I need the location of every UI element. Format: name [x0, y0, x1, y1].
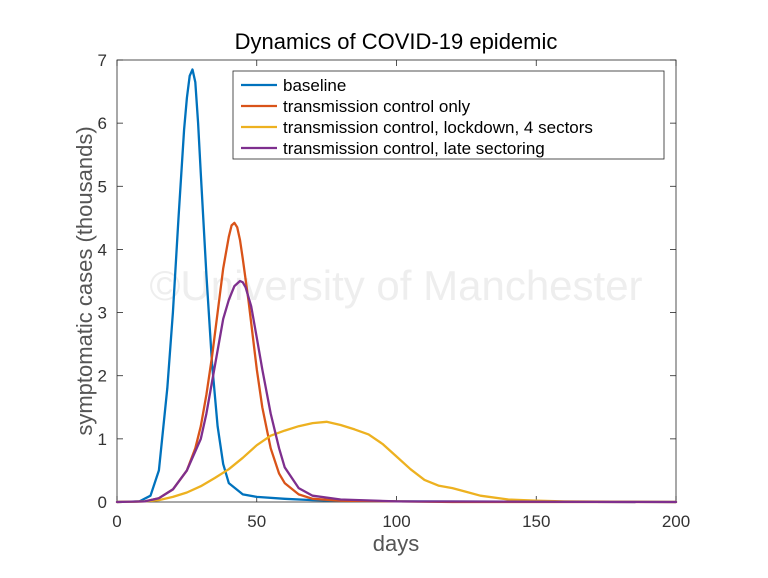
y-tick-label: 0: [98, 493, 107, 512]
axis-tick-labels: 0 50 100 150 200 0 1 2 3 4 5 6 7: [98, 51, 691, 531]
x-tick-label: 100: [382, 512, 410, 531]
legend-label-2: transmission control, lockdown, 4 sector…: [283, 118, 593, 137]
series-lines: [115, 68, 678, 504]
series-line-3: [115, 279, 678, 504]
x-tick-label: 0: [112, 512, 121, 531]
y-tick-label: 6: [98, 114, 107, 133]
y-tick-label: 1: [98, 430, 107, 449]
y-tick-label: 2: [98, 367, 107, 386]
y-tick-label: 3: [98, 304, 107, 323]
watermark-text: ©University of Manchester: [149, 262, 642, 309]
y-tick-label: 5: [98, 177, 107, 196]
series-line-2: [115, 420, 678, 504]
legend-label-0: baseline: [283, 76, 346, 95]
chart-title: Dynamics of COVID-19 epidemic: [235, 29, 558, 54]
y-tick-label: 4: [98, 240, 107, 259]
y-tick-label: 7: [98, 51, 107, 70]
x-tick-label: 150: [522, 512, 550, 531]
y-axis-label: symptomatic cases (thousands): [72, 126, 97, 435]
legend: baseline transmission control only transmi…: [232, 70, 665, 160]
legend-label-3: transmission control, late sectoring: [283, 139, 545, 158]
legend-box: [232, 70, 665, 160]
series-line-0: [115, 68, 678, 504]
x-axis-label: days: [373, 531, 419, 556]
legend-label-1: transmission control only: [283, 97, 471, 116]
x-tick-label: 50: [247, 512, 266, 531]
x-tick-label: 200: [662, 512, 690, 531]
